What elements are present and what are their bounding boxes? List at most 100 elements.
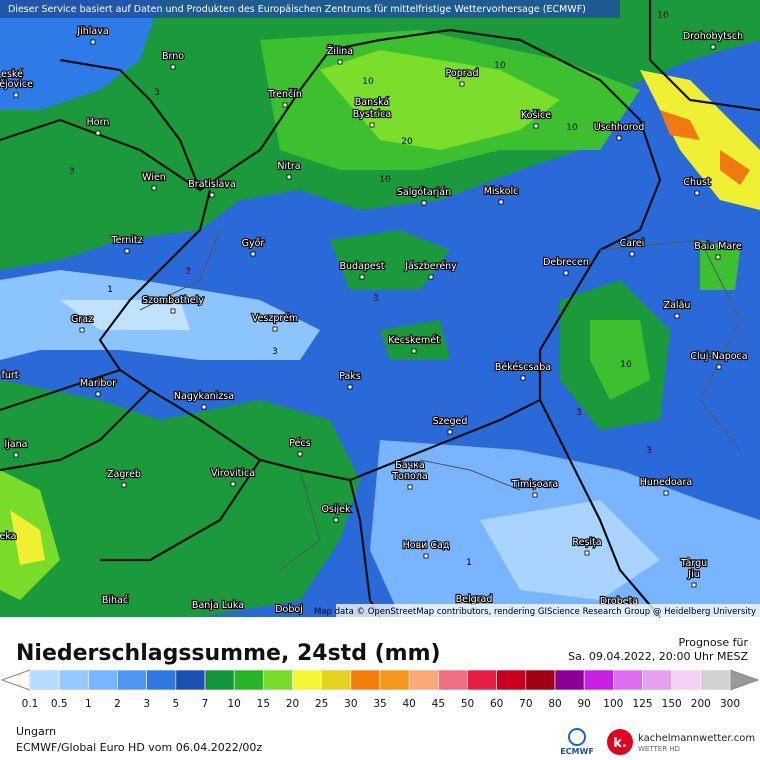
contour-label: 3 <box>185 267 191 277</box>
city-dot <box>201 404 207 410</box>
city-label: Uschhorod <box>594 122 645 133</box>
legend-swatch <box>117 669 147 691</box>
legend-tick-label: 2 <box>114 698 121 710</box>
legend-swatch <box>379 669 410 691</box>
city-dot <box>230 481 236 487</box>
legend-tick-label: 1 <box>85 698 92 710</box>
city-label: Szeged <box>433 416 468 427</box>
city-dot <box>359 274 365 280</box>
legend-swatch <box>438 669 468 691</box>
city-label: Bratislava <box>188 179 235 190</box>
city-dot <box>121 482 127 488</box>
city-label: Salgótarján <box>397 187 451 198</box>
legend-tick-label: 100 <box>603 698 623 710</box>
legend-swatch <box>496 669 527 691</box>
city-dot <box>663 490 669 496</box>
city-label: Paks <box>339 371 361 382</box>
city-label: Banská <box>355 97 389 108</box>
city-dot <box>13 452 19 458</box>
city-label: Banja Luka <box>192 600 244 611</box>
city-label: ljana <box>5 439 28 450</box>
city-dot <box>715 254 721 260</box>
rain-area <box>60 300 190 330</box>
contour-label: 3 <box>154 88 160 98</box>
city-labels: Jihlava Brno Žilina Poprad Drohobytsch eskéěj… <box>0 25 749 616</box>
legend-swatch <box>613 669 643 691</box>
city-label: Cluj-Napoca <box>690 351 747 362</box>
model: ECMWF/Global Euro HD vom 06.04.2022/00z <box>16 741 262 754</box>
city-label: Virovitica <box>211 468 255 479</box>
legend-swatch <box>467 669 497 691</box>
city-dot <box>616 135 622 141</box>
rain-area <box>480 500 660 600</box>
city-label: Bihać <box>102 595 128 606</box>
city-dot <box>584 550 590 556</box>
legend-swatch <box>642 669 672 691</box>
legend-swatch <box>408 669 439 691</box>
bar-arrow-right <box>729 669 760 691</box>
city-dot <box>297 451 303 457</box>
notice-band <box>0 0 620 18</box>
rain-area <box>330 230 450 360</box>
city-label: Brno <box>162 51 184 62</box>
legend-tick-label: 30 <box>344 698 357 710</box>
city-dot <box>459 81 465 87</box>
contour-label: 10 <box>379 175 391 185</box>
border <box>0 28 662 482</box>
rain-area <box>10 510 45 565</box>
city-dot <box>710 44 716 50</box>
city-dot <box>170 64 176 70</box>
city-label: Debrecen <box>543 257 589 268</box>
legend-tick-label: 35 <box>373 698 386 710</box>
legend-swatch <box>583 669 614 691</box>
city-label: Zalău <box>664 300 691 311</box>
legend-swatch <box>292 669 322 691</box>
city-label: Târgu <box>680 558 707 569</box>
legend-swatch <box>263 669 293 691</box>
city-label: Bystrica <box>353 109 391 120</box>
city-label: Jiu <box>687 569 699 580</box>
city-dot <box>498 199 504 205</box>
city-label: Wien <box>142 172 166 183</box>
legend-swatch <box>204 669 235 691</box>
legend-swatch <box>233 669 264 691</box>
city-label: Budapest <box>340 261 385 272</box>
legend-tick-label: 40 <box>402 698 415 710</box>
legend-swatch <box>88 669 118 691</box>
city-dot <box>170 308 176 314</box>
city-dot <box>151 185 157 191</box>
city-label: Hunedoara <box>640 477 692 488</box>
legend-tick-label: 80 <box>548 698 561 710</box>
city-label: Győr <box>242 238 265 249</box>
city-dot <box>95 130 101 136</box>
city-dot <box>79 327 85 333</box>
city-label: Trenčín <box>267 89 302 100</box>
legend-swatch <box>175 669 206 691</box>
legend-swatch <box>321 669 352 691</box>
city-label: Нови Сад <box>403 540 450 551</box>
city-label: Baia Mare <box>694 241 742 252</box>
city-dot <box>407 484 413 490</box>
legend-tick-label: 10 <box>227 698 240 710</box>
legend-swatch <box>554 669 585 691</box>
city-dot <box>674 313 680 319</box>
city-label: eské <box>1 69 23 80</box>
legend-swatch <box>671 669 702 691</box>
city-label: Poprad <box>446 68 479 79</box>
contour-label: 3 <box>69 167 75 177</box>
city-dot <box>90 39 96 45</box>
city-dot <box>13 92 19 98</box>
rain-area <box>590 320 650 400</box>
city-dot <box>347 384 353 390</box>
legend-tick-label: 20 <box>286 698 299 710</box>
city-dot <box>520 375 526 381</box>
contour-label: 3 <box>373 294 379 304</box>
contour-label: 1 <box>107 285 113 295</box>
sub-border <box>139 229 741 571</box>
city-label: furt <box>2 370 19 381</box>
city-label: Drohobytsch <box>683 31 743 42</box>
legend-tick-label: 200 <box>691 698 711 710</box>
city-label: Szombathely <box>142 295 204 306</box>
city-dot <box>421 200 427 206</box>
city-dot <box>286 174 292 180</box>
